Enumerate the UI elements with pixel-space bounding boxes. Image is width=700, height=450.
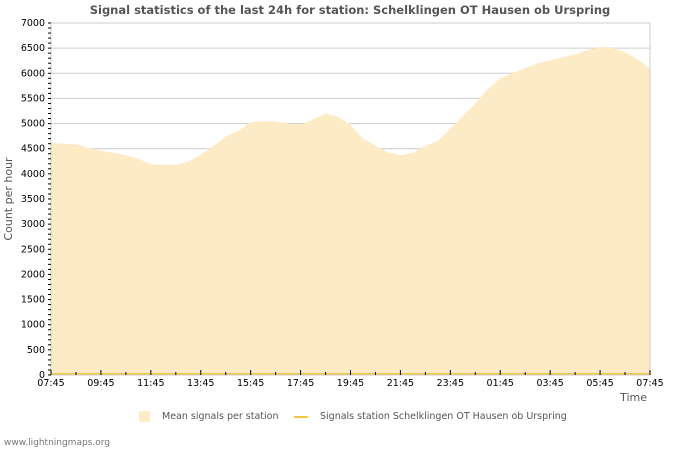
x-tick-label: 21:45 [387, 378, 414, 389]
legend-item-mean[interactable]: Mean signals per station [139, 411, 278, 422]
x-tick-label: 05:45 [586, 378, 613, 389]
y-tick-label: 4500 [21, 144, 45, 155]
x-tick-label: 11:45 [137, 378, 164, 389]
y-tick-label: 1500 [21, 295, 45, 306]
x-tick-label: 01:45 [487, 378, 514, 389]
y-tick-label: 500 [27, 345, 45, 356]
x-tick-label: 17:45 [287, 378, 314, 389]
y-tick-label: 5500 [21, 93, 45, 104]
legend-label-station: Signals station Schelklingen OT Hausen o… [320, 411, 567, 422]
y-tick-label: 3500 [21, 194, 45, 205]
y-tick-label: 0 [39, 370, 45, 381]
y-tick-label: 6000 [21, 68, 45, 79]
y-axis-title: Count per hour [2, 157, 15, 241]
chart-title: Signal statistics of the last 24h for st… [89, 3, 611, 17]
x-tick-label: 07:45 [37, 378, 64, 389]
x-tick-label: 23:45 [437, 378, 464, 389]
x-axis-title: Time [619, 391, 647, 404]
area-swatch-icon [139, 411, 150, 422]
y-tick-label: 4000 [21, 169, 45, 180]
y-tick-label: 2000 [21, 269, 45, 280]
y-tick-label: 6500 [21, 43, 45, 54]
x-tick-label: 07:45 [636, 378, 663, 389]
x-tick-label: 03:45 [536, 378, 563, 389]
x-tick-label: 19:45 [337, 378, 364, 389]
line-swatch-icon [294, 415, 308, 418]
legend-label-mean: Mean signals per station [162, 411, 279, 422]
y-tick-label: 1000 [21, 320, 45, 331]
y-tick-label: 7000 [21, 18, 45, 29]
mean-signals-area [51, 46, 650, 375]
legend-item-station[interactable]: Signals station Schelklingen OT Hausen o… [294, 411, 567, 422]
y-axis: 0 500 1000 1500 2000 2500 3000 3500 4000 4500 5000… [21, 18, 51, 381]
y-tick-label: 5000 [21, 119, 45, 130]
x-tick-label: 13:45 [187, 378, 214, 389]
y-tick-label: 3000 [21, 219, 45, 230]
x-tick-label: 09:45 [87, 378, 114, 389]
chart-plot: 0 500 1000 1500 2000 2500 3000 3500 4000 4500 5000… [2, 18, 664, 404]
x-axis: 07:45 09:45 11:45 13:45 15:45 17:45 19:45 21:45… [37, 370, 664, 389]
y-tick-label: 2500 [21, 244, 45, 255]
footer-credit: www.lightningmaps.org [4, 438, 110, 448]
x-tick-label: 15:45 [237, 378, 264, 389]
